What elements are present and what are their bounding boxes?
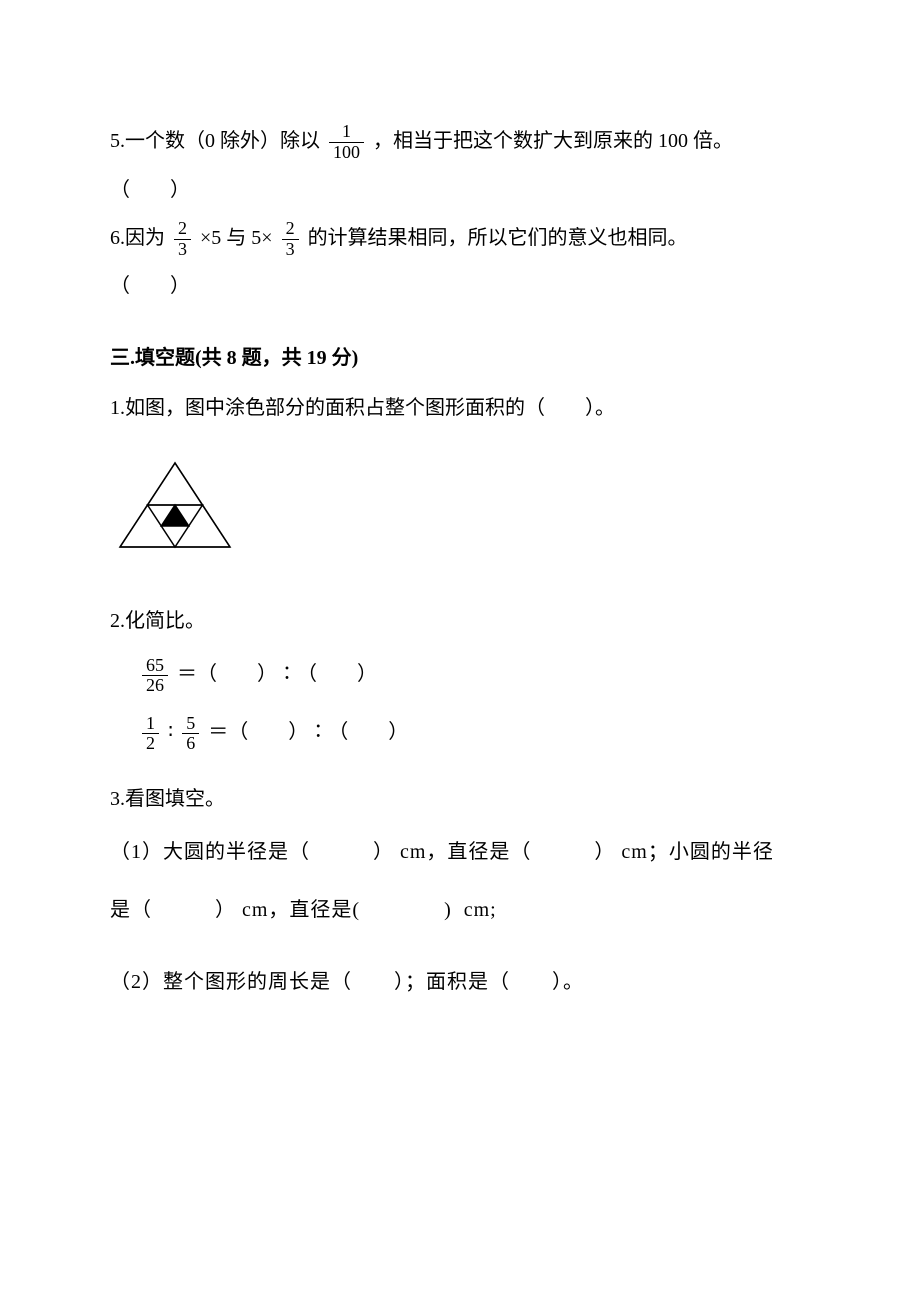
fraction-numerator: 2: [282, 219, 299, 239]
question-6: 6.因为 2 3 ×5 与 5× 2 3 的计算结果相同，所以它们的意义也相同。: [110, 217, 810, 260]
fraction-numerator: 5: [182, 714, 199, 734]
fraction-5-6: 5 6: [182, 714, 199, 755]
q5-blank[interactable]: （ ）: [110, 169, 810, 211]
q5-text-before: 5.一个数（0 除外）除以: [110, 130, 320, 152]
q6-blank[interactable]: （ ）: [110, 265, 810, 307]
fraction-1-100: 1 100: [329, 122, 364, 163]
triangle-figure: [110, 455, 240, 555]
fraction-denominator: 3: [282, 239, 299, 260]
fraction-numerator: 65: [142, 656, 168, 676]
question-3-3-line2[interactable]: 是（ ） cm，直径是( ) cm;: [110, 884, 810, 936]
fraction-denominator: 100: [329, 142, 364, 163]
fraction-numerator: 2: [174, 219, 191, 239]
question-3-3-line1[interactable]: （1）大圆的半径是（ ） cm，直径是（ ） cm；小圆的半径: [110, 826, 810, 878]
question-3-1: 1.如图，图中涂色部分的面积占整个图形面积的（ ）。: [110, 387, 810, 429]
fraction-denominator: 2: [142, 733, 159, 754]
q3-2b-after[interactable]: ＝（ ）∶（ ）: [208, 721, 408, 743]
q3-2a-after[interactable]: ＝（ ）∶（ ）: [177, 663, 377, 685]
fraction-denominator: 3: [174, 239, 191, 260]
question-3-2a: 65 26 ＝（ ）∶（ ）: [110, 648, 810, 700]
q6-text-after: 的计算结果相同，所以它们的意义也相同。: [308, 227, 688, 249]
fraction-1-2: 1 2: [142, 714, 159, 755]
q5-text-after: ，相当于把这个数扩大到原来的 100 倍。: [373, 130, 733, 152]
question-3-3-line3[interactable]: （2）整个图形的周长是（ ）；面积是（ ）。: [110, 956, 810, 1008]
fraction-65-26: 65 26: [142, 656, 168, 697]
fraction-denominator: 6: [182, 733, 199, 754]
fraction-2-3-second: 2 3: [282, 219, 299, 260]
q6-text-mid: ×5 与 5×: [200, 227, 273, 249]
question-3-2b: 1 2 ∶ 5 6 ＝（ ）∶（ ）: [110, 706, 810, 758]
ratio-colon: ∶: [168, 721, 173, 743]
q6-text-before: 6.因为: [110, 227, 165, 249]
fraction-numerator: 1: [329, 122, 364, 142]
section-3-title: 三.填空题(共 8 题，共 19 分): [110, 337, 810, 379]
fraction-denominator: 26: [142, 675, 168, 696]
question-3-3-label: 3.看图填空。: [110, 778, 810, 820]
fraction-2-3-first: 2 3: [174, 219, 191, 260]
question-3-2-label: 2.化简比。: [110, 600, 810, 642]
question-5: 5.一个数（0 除外）除以 1 100 ，相当于把这个数扩大到原来的 100 倍…: [110, 120, 810, 163]
fraction-numerator: 1: [142, 714, 159, 734]
